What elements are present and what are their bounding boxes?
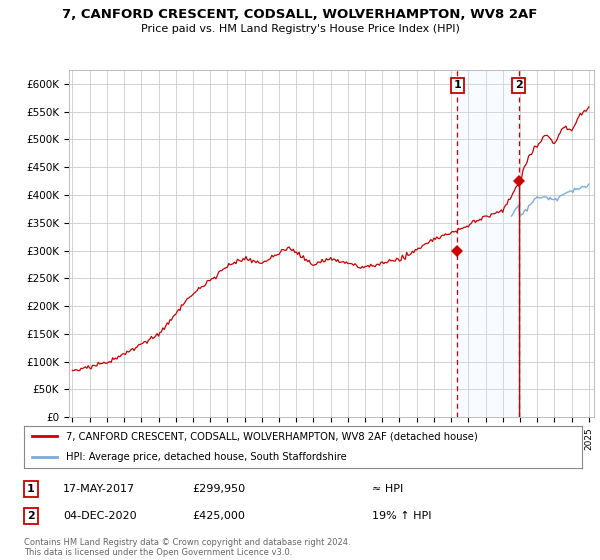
Text: 04-DEC-2020: 04-DEC-2020 xyxy=(63,511,137,521)
Text: HPI: Average price, detached house, South Staffordshire: HPI: Average price, detached house, Sout… xyxy=(66,452,347,462)
Text: £299,950: £299,950 xyxy=(192,484,245,494)
Bar xyxy=(457,70,518,417)
Text: 1: 1 xyxy=(454,81,461,90)
Text: £425,000: £425,000 xyxy=(192,511,245,521)
Text: 17-MAY-2017: 17-MAY-2017 xyxy=(63,484,135,494)
Text: ≈ HPI: ≈ HPI xyxy=(372,484,403,494)
Text: 2: 2 xyxy=(515,81,523,90)
Text: 19% ↑ HPI: 19% ↑ HPI xyxy=(372,511,431,521)
Text: 7, CANFORD CRESCENT, CODSALL, WOLVERHAMPTON, WV8 2AF (detached house): 7, CANFORD CRESCENT, CODSALL, WOLVERHAMP… xyxy=(66,431,478,441)
Text: Contains HM Land Registry data © Crown copyright and database right 2024.
This d: Contains HM Land Registry data © Crown c… xyxy=(24,538,350,557)
Text: 1: 1 xyxy=(27,484,35,494)
Text: 2: 2 xyxy=(27,511,35,521)
Text: Price paid vs. HM Land Registry's House Price Index (HPI): Price paid vs. HM Land Registry's House … xyxy=(140,24,460,34)
Text: 7, CANFORD CRESCENT, CODSALL, WOLVERHAMPTON, WV8 2AF: 7, CANFORD CRESCENT, CODSALL, WOLVERHAMP… xyxy=(62,8,538,21)
